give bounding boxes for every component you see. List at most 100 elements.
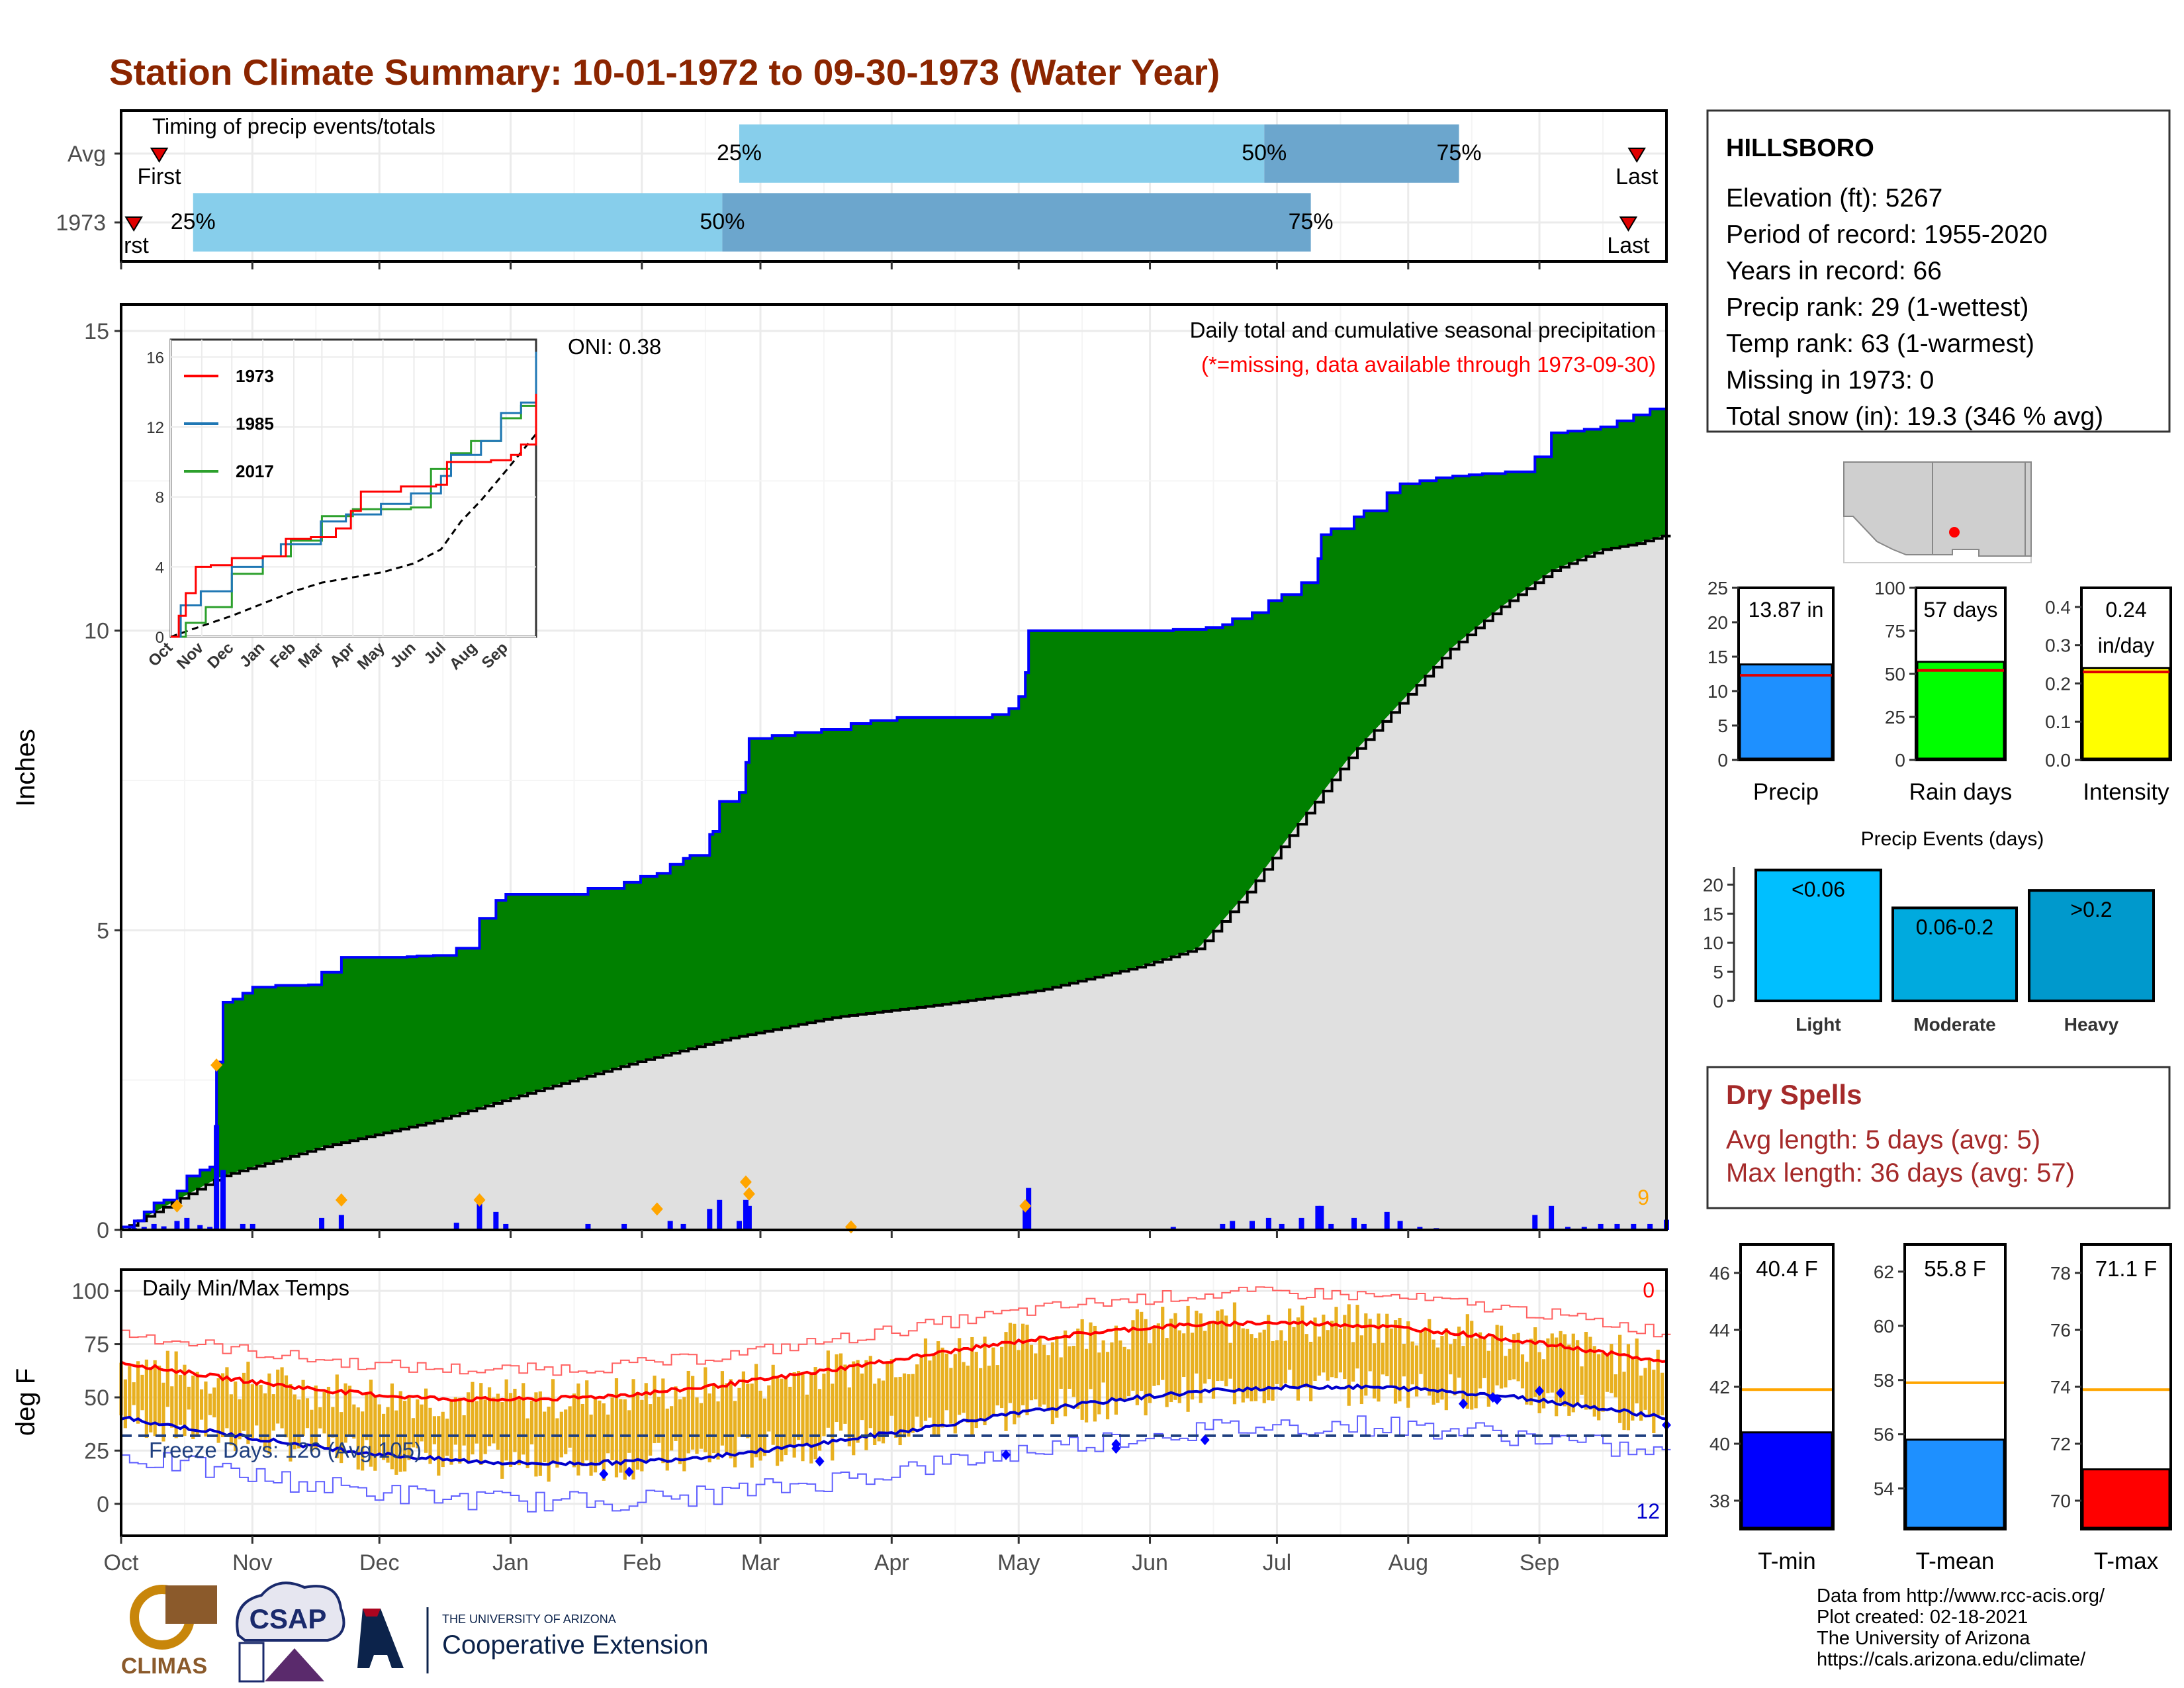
daily-temp-bar [729, 1379, 733, 1459]
daily-temp-bar [1584, 1332, 1588, 1410]
month-tick-label: Sep [1520, 1550, 1560, 1575]
timing-panel: 25% 50% 75% First Last Avg 25% 50% 75% irst Last 19… [56, 109, 1668, 269]
daily-temp-bar [1529, 1338, 1533, 1405]
daily-temp-bar [657, 1397, 661, 1443]
climas-logo-block [165, 1585, 217, 1624]
daily-temp-bar [305, 1398, 310, 1429]
temp-bar-ytick-label: 70 [2050, 1491, 2071, 1511]
daily-temp-bar [424, 1388, 428, 1453]
snow-marker [473, 1193, 486, 1207]
dry-spells-title: Dry Spells [1726, 1079, 1862, 1110]
daily-temp-bar [394, 1410, 398, 1475]
new-mexico-shape [1932, 461, 2026, 557]
precip-events-chart: Precip Events (days) 0 5 10 15 20 <0.06 Light 0.… [1703, 828, 2169, 1037]
daily-temp-bar [212, 1387, 216, 1418]
mini-ytick-label: 0 [1717, 750, 1728, 771]
daily-temp-bar [1597, 1354, 1601, 1421]
precip-1973-cumulative-line [120, 399, 1668, 1230]
mini-ytick-label: 5 [1717, 716, 1728, 736]
daily-temp-bar [1131, 1320, 1135, 1391]
ua-cooperative-extension: Cooperative Extension [442, 1630, 708, 1660]
daily-temp-bar [1246, 1329, 1250, 1399]
mini-ytick-label: 0.4 [2045, 597, 2071, 618]
daily-temp-bar [1292, 1327, 1296, 1387]
daily-temp-bar [1571, 1333, 1575, 1413]
last-marker [1619, 216, 1638, 232]
daily-temp-bar [1334, 1307, 1338, 1379]
temp-ylabel: deg F [11, 1368, 40, 1436]
temp-ytick-label: 75 [84, 1333, 109, 1358]
daily-temp-bar [1520, 1354, 1525, 1389]
daily-temp-bar [1626, 1344, 1631, 1430]
daily-temp-bar [1563, 1334, 1567, 1407]
daily-precip-bar [743, 1199, 749, 1230]
daily-precip-bar [184, 1217, 190, 1230]
mini-ytick-label: 0.1 [2045, 712, 2071, 732]
daily-temp-bar [1300, 1305, 1304, 1386]
daily-temp-bar [1042, 1344, 1046, 1405]
daily-precip-bar [220, 1170, 226, 1230]
daily-temp-bar [1182, 1333, 1186, 1378]
daily-precip-bar [1220, 1223, 1226, 1230]
daily-temp-bar [1449, 1344, 1453, 1375]
daily-temp-bar [1643, 1368, 1647, 1410]
mini-chart-label: Rain days [1909, 779, 2013, 805]
mini-chart-bar [1739, 663, 1833, 760]
daily-temp-bar [398, 1391, 402, 1472]
snow-marker [1019, 1199, 1032, 1213]
daily-precip-bar [1565, 1227, 1570, 1230]
daily-temp-bar [767, 1385, 771, 1432]
daily-temp-bar [1122, 1346, 1126, 1399]
daily-temp-bar [805, 1394, 809, 1446]
precip-event-bar-label: >0.2 [2070, 898, 2112, 921]
daily-temp-bar [725, 1383, 729, 1454]
daily-temp-bar [1486, 1350, 1490, 1407]
daily-temp-bar [529, 1400, 534, 1445]
daily-temp-bar [1338, 1329, 1343, 1373]
inset-1973-line [171, 393, 537, 638]
daily-temp-bar [453, 1397, 457, 1445]
temperature-bar-charts: 38 40 42 44 46 40.4 F T-min 54 56 58 60 62 55.8 F T-m… [1709, 1243, 2172, 1574]
mini-ytick-label: 10 [1707, 681, 1728, 702]
daily-temp-bar [1068, 1346, 1071, 1389]
daily-temp-bar [1377, 1313, 1381, 1402]
daily-temp-bar [496, 1393, 500, 1450]
snow-marker [210, 1058, 223, 1072]
precip-event-category: Light [1796, 1014, 1841, 1035]
footer-line: Plot created: 02-18-2021 [1817, 1607, 2028, 1628]
daily-temp-bar [801, 1374, 805, 1462]
footer: Data from http://www.rcc-acis.org/Plot c… [121, 1581, 2105, 1683]
daily-temp-bar [944, 1353, 949, 1411]
daily-temp-bar [1499, 1325, 1504, 1389]
temp-bar-ytick-label: 42 [1709, 1377, 1730, 1397]
daily-temp-bar [1580, 1366, 1584, 1395]
events-ytick-label: 5 [1713, 962, 1723, 982]
inset-average-line [170, 433, 537, 638]
oni-label: ONI: 0.38 [568, 334, 661, 359]
daily-temp-bar [1592, 1346, 1596, 1417]
daily-temp-bar [407, 1397, 411, 1460]
daily-temp-bar [1435, 1347, 1440, 1403]
daily-temp-bar [1546, 1338, 1550, 1393]
daily-temp-bar [538, 1391, 542, 1476]
daily-temp-bar [1288, 1308, 1292, 1370]
daily-temp-bar [420, 1404, 424, 1442]
inset-chart: 0481216197319852017OctNovDecJanFebMarApr… [145, 338, 537, 673]
daily-temp-bar [441, 1411, 445, 1468]
temp-panel-title: Daily Min/Max Temps [142, 1276, 349, 1300]
info-line: Total snow (in): 19.3 (346 % avg) [1726, 402, 2103, 431]
events-ytick-label: 20 [1703, 874, 1723, 895]
daily-temp-bar [242, 1372, 246, 1431]
daily-temp-bar [1512, 1334, 1516, 1380]
daily-temp-bar [297, 1399, 301, 1449]
station-name: HILLSBORO [1726, 134, 1874, 162]
daily-temp-bar [500, 1402, 504, 1479]
precip-surplus-area [121, 399, 1666, 1230]
daily-temp-bar [949, 1368, 953, 1424]
temp-bar-ytick-label: 60 [1874, 1316, 1894, 1336]
daily-temp-bar [1084, 1348, 1089, 1423]
mini-ytick-label: 0.2 [2045, 673, 2071, 694]
daily-temp-bar [1169, 1319, 1173, 1403]
daily-temp-bar [1567, 1344, 1571, 1416]
daily-temp-bar [1406, 1321, 1410, 1408]
